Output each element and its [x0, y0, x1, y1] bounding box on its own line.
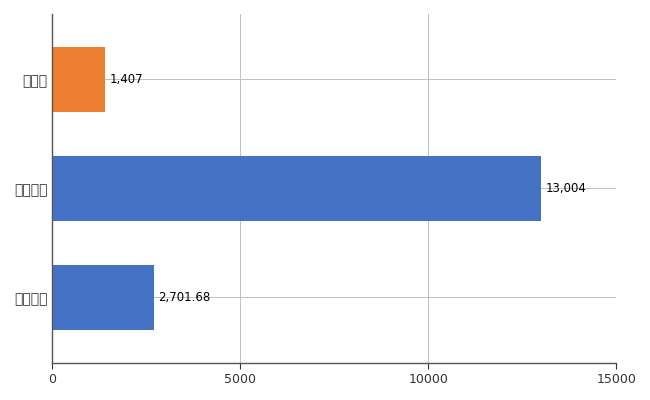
- Bar: [52, 264, 154, 330]
- Bar: [52, 46, 105, 112]
- Text: 2,701.68: 2,701.68: [159, 291, 211, 304]
- Bar: [52, 156, 541, 221]
- Text: 1,407: 1,407: [110, 73, 143, 86]
- Text: 13,004: 13,004: [545, 182, 586, 195]
